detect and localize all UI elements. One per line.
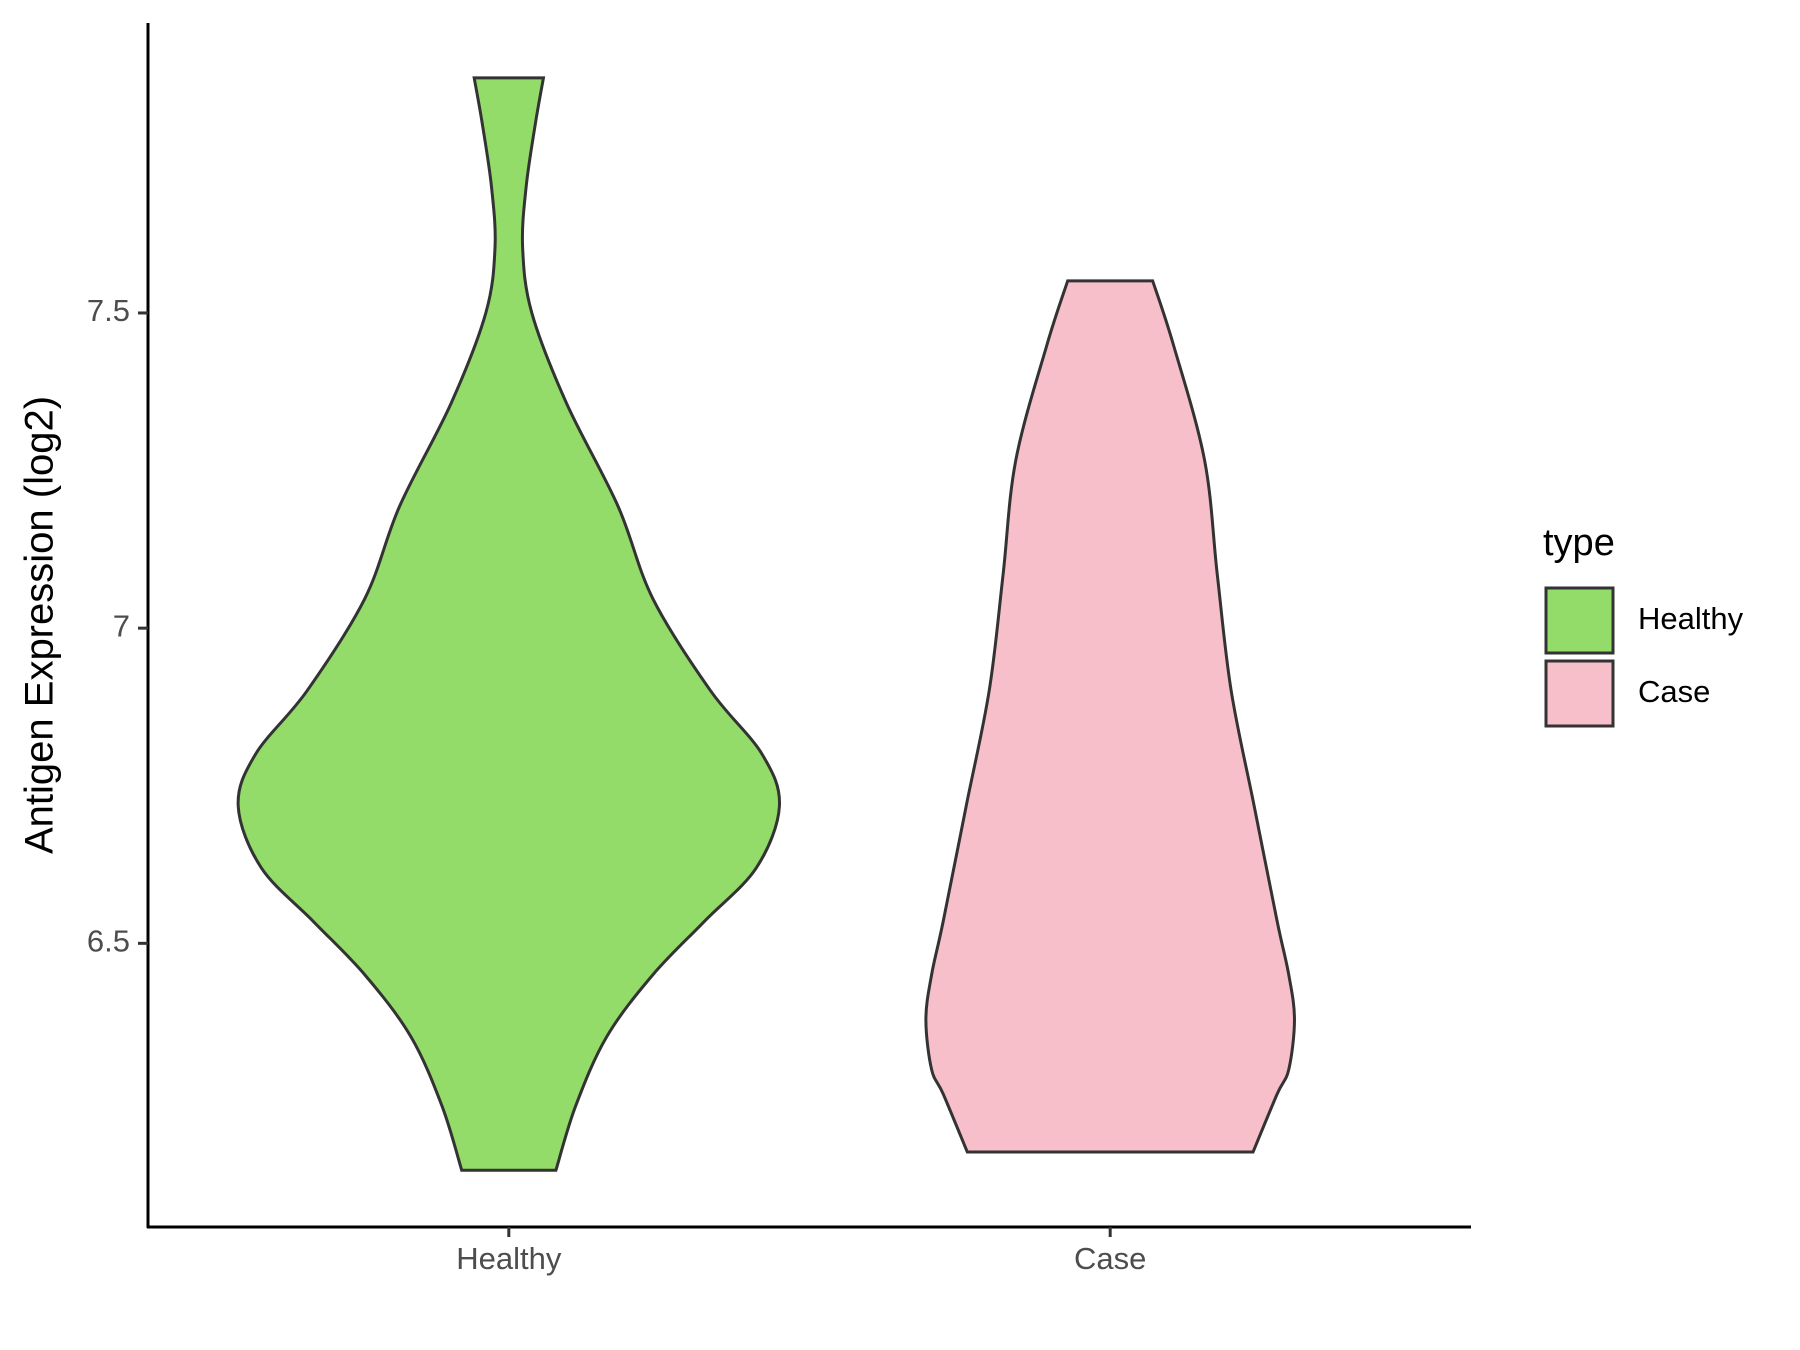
- y-axis-label: Antigen Expression (log2): [18, 396, 62, 854]
- y-tick-label: 6.5: [87, 924, 130, 959]
- legend-key: [1544, 659, 1615, 728]
- x-tick-label: Case: [1074, 1241, 1146, 1276]
- y-tick-label: 7: [113, 608, 130, 643]
- x-tick-label: Healthy: [456, 1241, 562, 1276]
- y-tick-label: 7.5: [87, 293, 130, 328]
- violin: [236, 76, 781, 1172]
- legend-label: Healthy: [1638, 601, 1744, 636]
- violin: [924, 279, 1296, 1154]
- legend-key: [1544, 586, 1615, 655]
- legend-label: Case: [1638, 674, 1710, 709]
- legend-title: type: [1543, 522, 1615, 564]
